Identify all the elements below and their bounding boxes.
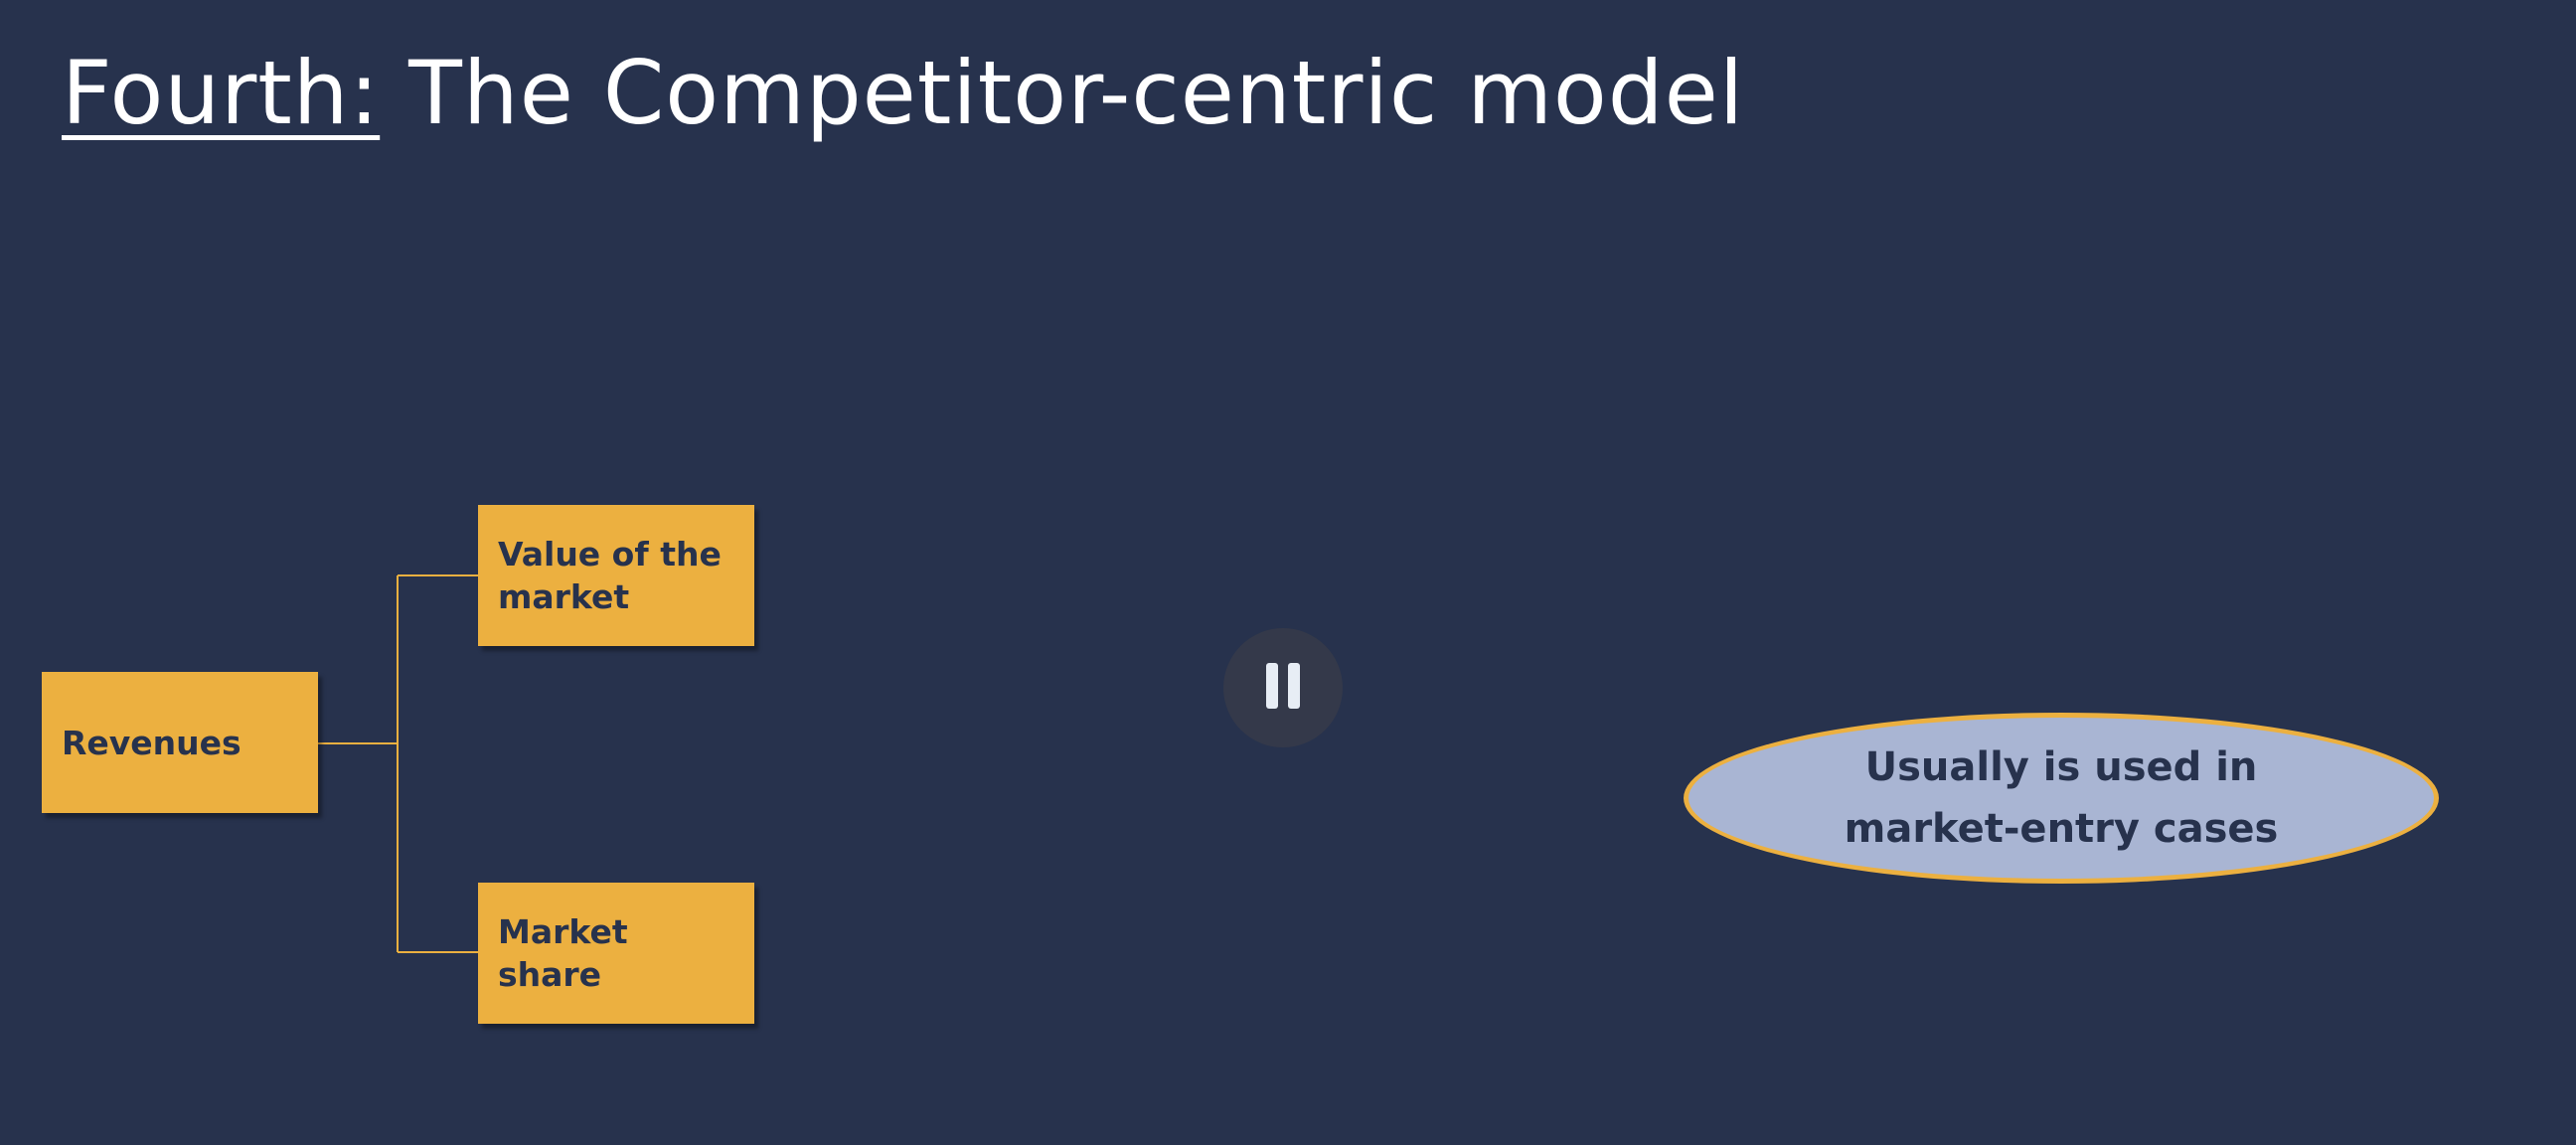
title-prefix: Fourth:	[62, 42, 381, 144]
slide-title: Fourth: The Competitor-centric model	[62, 45, 1744, 142]
value-of-market-node: Value of the market	[478, 505, 754, 646]
title-text: The Competitor-centric model	[380, 42, 1745, 144]
note-oval: Usually is used in market-entry cases	[1684, 713, 2439, 884]
revenues-node: Revenues	[42, 672, 318, 813]
pause-icon	[1261, 662, 1305, 714]
revenues-label: Revenues	[62, 723, 242, 762]
pause-button[interactable]	[1223, 628, 1343, 747]
market-share-label: Market share	[498, 912, 628, 994]
value-of-market-label: Value of the market	[498, 535, 722, 616]
market-share-node: Market share	[478, 883, 754, 1024]
note-text: Usually is used in market-entry cases	[1844, 744, 2279, 852]
